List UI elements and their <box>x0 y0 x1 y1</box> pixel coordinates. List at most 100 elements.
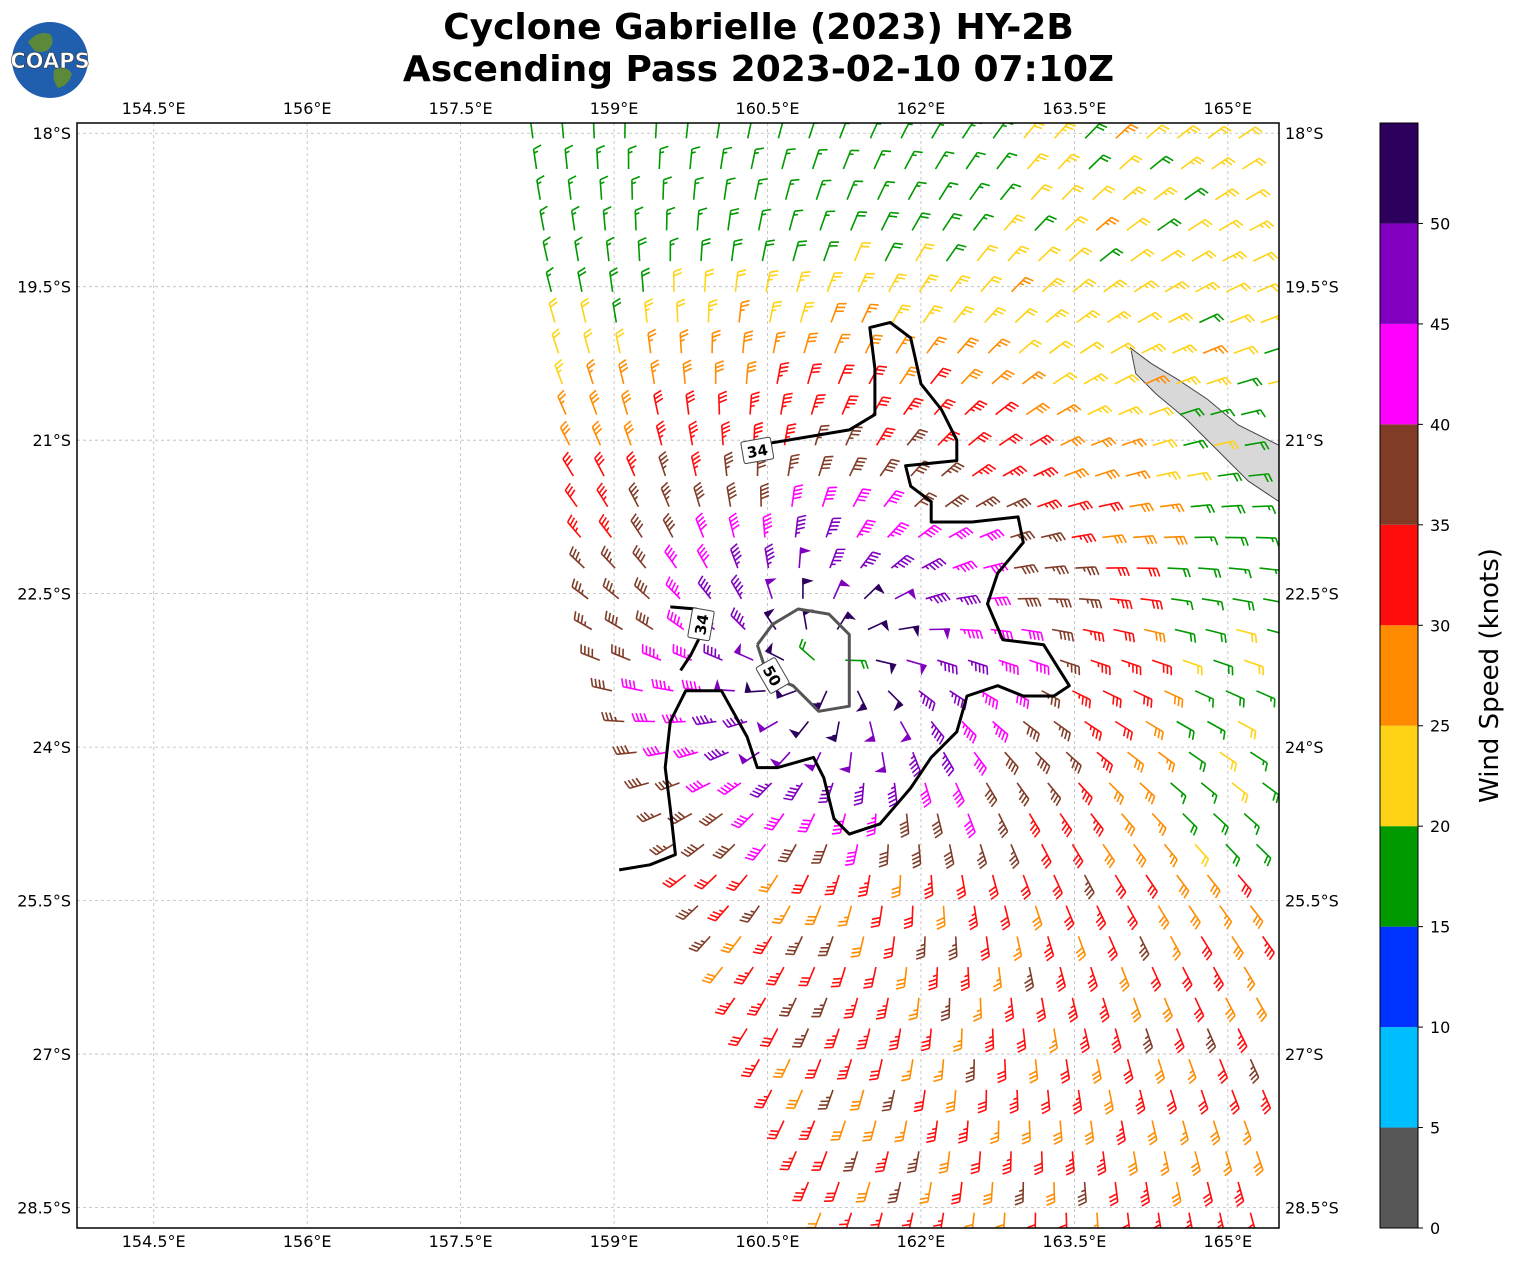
wind-barb <box>612 297 622 323</box>
lon-tick-label: 165°E <box>1204 99 1253 118</box>
wind-barb <box>859 551 881 569</box>
wind-barb <box>1187 218 1213 232</box>
wind-barb <box>1044 565 1070 575</box>
wind-barb <box>911 844 922 869</box>
wind-barb <box>823 241 840 262</box>
wind-barb <box>571 578 589 600</box>
lon-tick-label: 162°E <box>897 1232 946 1251</box>
wind-barb <box>749 391 760 415</box>
wind-barb <box>1140 598 1164 610</box>
wind-barb <box>1003 214 1026 231</box>
wind-barb <box>1030 184 1053 201</box>
wind-barb <box>1059 813 1073 838</box>
wind-barb <box>745 360 757 384</box>
wind-barb <box>971 463 997 477</box>
wind-barb <box>967 659 989 675</box>
wind-barb <box>1099 997 1110 1023</box>
wind-barb <box>781 148 796 170</box>
wind-barb <box>1118 405 1144 416</box>
wind-barb <box>1012 936 1023 962</box>
wind-barb <box>620 389 632 415</box>
wind-barb <box>944 494 970 508</box>
wind-barb <box>764 578 777 600</box>
wind-barb <box>984 307 1007 324</box>
wind-barb <box>968 905 979 931</box>
wind-barb <box>783 782 803 801</box>
wind-barb <box>998 659 1019 676</box>
wind-barb <box>794 514 807 538</box>
wind-barb <box>573 611 593 631</box>
wind-barb <box>1201 598 1225 611</box>
wind-barb <box>1026 1212 1037 1228</box>
wind-barb <box>996 152 1018 170</box>
wind-barb <box>626 451 637 477</box>
wind-barb <box>1205 1028 1217 1054</box>
wind-barb <box>987 338 1011 354</box>
colorbar-bin <box>1380 926 1418 1028</box>
wind-barb <box>1016 782 1030 807</box>
wind-barb <box>948 936 958 961</box>
wind-barb <box>906 428 928 446</box>
wind-barb <box>785 936 804 956</box>
wind-barb <box>1170 782 1187 805</box>
wind-barb <box>1211 156 1236 170</box>
wind-barb <box>1084 720 1103 742</box>
wind-barb <box>1067 997 1078 1023</box>
wind-barb <box>945 243 967 262</box>
wind-barb <box>759 1028 779 1048</box>
wind-barb <box>1200 935 1213 961</box>
wind-barb <box>1016 1028 1027 1053</box>
wind-barb <box>932 1212 945 1228</box>
wind-barb <box>1076 309 1101 324</box>
wind-barb <box>920 782 932 808</box>
wind-barb <box>1245 188 1271 201</box>
wind-barb <box>640 267 651 292</box>
wind-barb <box>1160 249 1186 262</box>
wind-barb <box>1160 1151 1170 1177</box>
wind-barb <box>838 752 853 774</box>
wind-barb <box>844 844 859 866</box>
wind-barb <box>1231 935 1244 961</box>
wind-barb <box>1040 1089 1051 1115</box>
wind-barb <box>1071 843 1084 869</box>
wind-barb <box>1013 563 1039 575</box>
wind-barb <box>1056 403 1082 416</box>
wind-barb <box>756 720 779 733</box>
wind-barb <box>738 299 750 323</box>
wind-barb <box>811 844 828 864</box>
wind-barb <box>651 678 674 692</box>
wind-barb <box>691 714 717 726</box>
colorbar-tick-label: 35 <box>1430 516 1450 535</box>
wind-barb <box>952 782 965 808</box>
wind-barb <box>1188 905 1201 930</box>
wind-barb <box>1184 187 1209 201</box>
wind-barb <box>874 752 887 773</box>
wind-barb <box>1065 215 1089 231</box>
wind-barb <box>903 905 914 930</box>
wind-barb <box>1060 435 1086 447</box>
wind-barb <box>695 512 708 538</box>
wind-barb <box>992 720 1009 743</box>
lat-tick-label: 22.5°S <box>1285 585 1339 604</box>
wind-barb <box>884 242 903 262</box>
wind-barb <box>1212 966 1225 992</box>
wind-barb <box>874 1151 889 1173</box>
wind-barb <box>804 905 822 926</box>
wind-barb <box>819 210 836 231</box>
wind-barb <box>1135 1089 1146 1115</box>
wind-barb <box>1092 185 1116 201</box>
wind-barb <box>929 628 951 640</box>
wind-barb <box>1127 1151 1138 1177</box>
lat-tick-label: 27°S <box>1285 1045 1324 1064</box>
wind-barb <box>1162 997 1173 1023</box>
wind-barb <box>1157 218 1182 232</box>
wind-barb <box>729 543 742 569</box>
wind-barb <box>1036 997 1047 1023</box>
wind-barb <box>989 1120 1000 1145</box>
wind-barb <box>1199 313 1225 324</box>
wind-barb <box>602 206 612 231</box>
wind-barb <box>649 843 674 856</box>
wind-barb <box>1164 281 1190 293</box>
wind-barb <box>685 123 693 139</box>
wind-barb <box>1244 441 1270 451</box>
